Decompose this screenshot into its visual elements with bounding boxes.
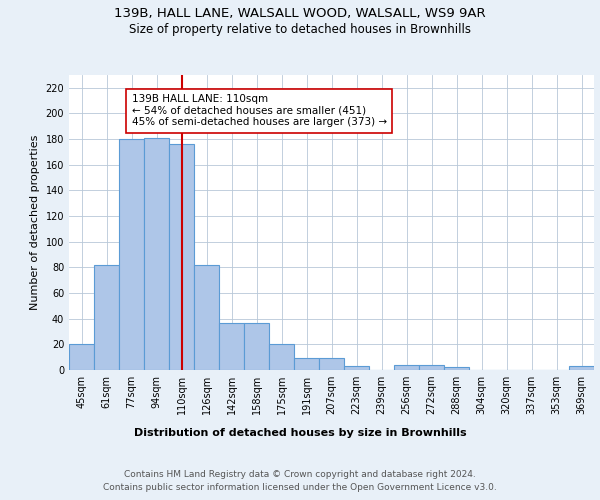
Bar (569, 366, 594, 370)
Text: Distribution of detached houses by size in Brownhills: Distribution of detached houses by size … (134, 428, 466, 438)
Bar (419, 365, 444, 370)
Text: 139B HALL LANE: 110sqm
← 54% of detached houses are smaller (451)
45% of semi-de: 139B HALL LANE: 110sqm ← 54% of detached… (131, 94, 386, 128)
Text: Contains HM Land Registry data © Crown copyright and database right 2024.: Contains HM Land Registry data © Crown c… (124, 470, 476, 479)
Bar (169, 144, 194, 370)
Bar (219, 322, 244, 370)
Text: Size of property relative to detached houses in Brownhills: Size of property relative to detached ho… (129, 22, 471, 36)
Bar (194, 265, 219, 370)
Bar (244, 322, 269, 370)
Bar (294, 358, 319, 370)
Text: Contains public sector information licensed under the Open Government Licence v3: Contains public sector information licen… (103, 484, 497, 492)
Bar (319, 358, 344, 370)
Bar (444, 368, 469, 370)
Bar (94, 265, 119, 370)
Text: 139B, HALL LANE, WALSALL WOOD, WALSALL, WS9 9AR: 139B, HALL LANE, WALSALL WOOD, WALSALL, … (114, 8, 486, 20)
Bar (269, 344, 294, 370)
Bar (69, 344, 94, 370)
Bar (344, 366, 369, 370)
Bar (394, 365, 419, 370)
Y-axis label: Number of detached properties: Number of detached properties (30, 135, 40, 310)
Bar (119, 139, 144, 370)
Bar (144, 138, 169, 370)
